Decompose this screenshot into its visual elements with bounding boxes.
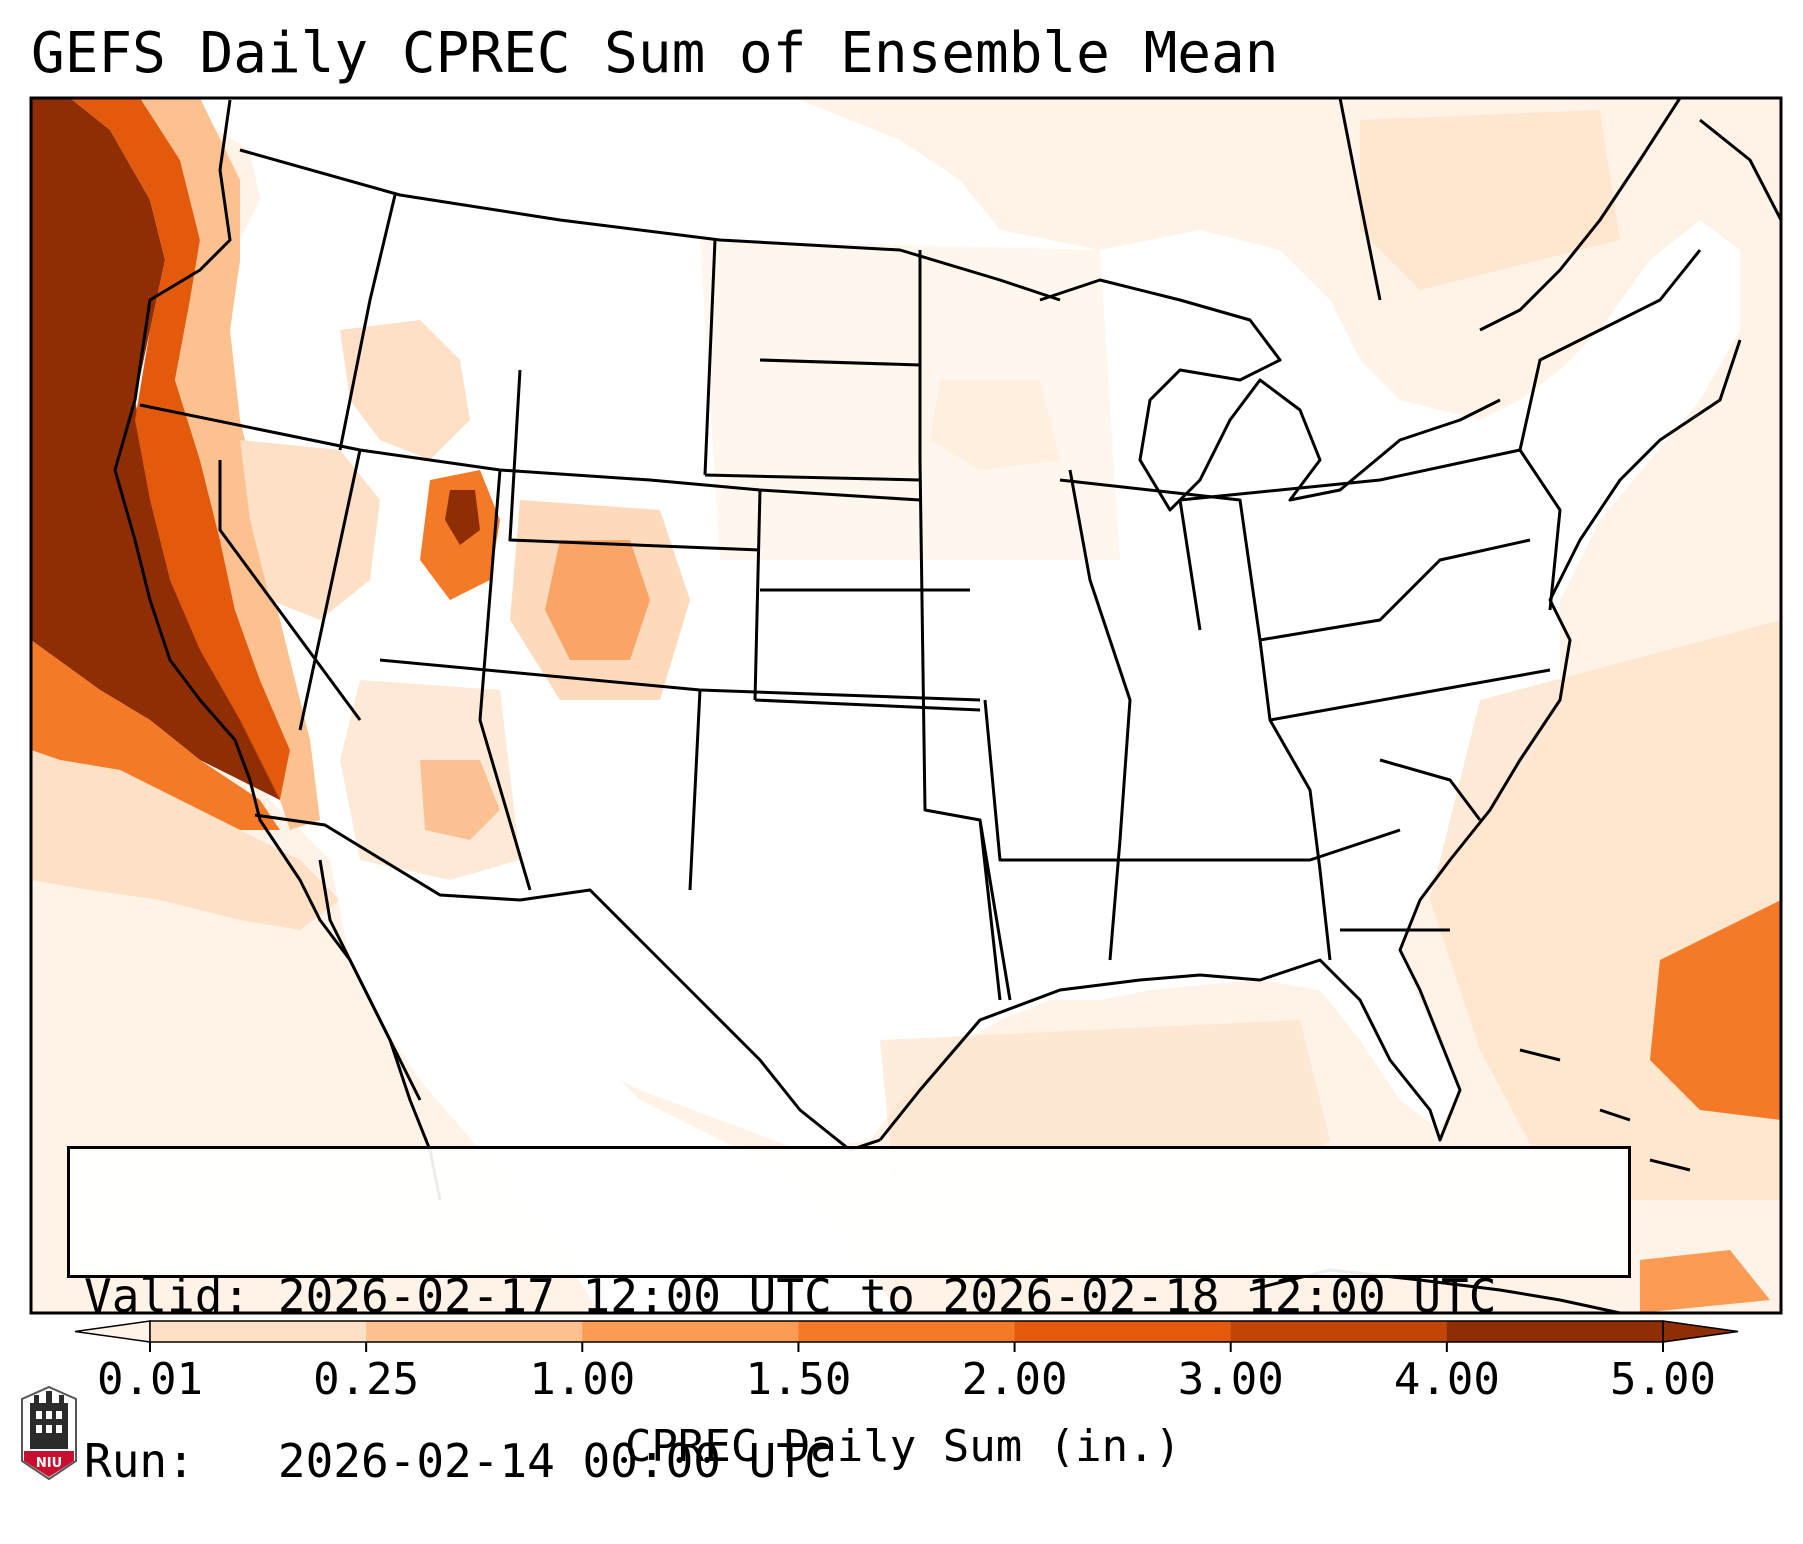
colorbar-tick-label: 0.25 [313, 1354, 420, 1405]
precip-ocean-band [31, 750, 340, 930]
precip-utah-core [445, 490, 480, 545]
colorbar-tick-label: 3.00 [1177, 1354, 1284, 1405]
valid-label: Valid: [84, 1269, 251, 1323]
colorbar-tick-label: 5.00 [1610, 1354, 1716, 1405]
precip-west-coast-lower [31, 640, 280, 830]
gulf-coast [878, 339, 1742, 1142]
border-canada [239, 148, 1061, 302]
precip-west-coast-light [140, 98, 320, 830]
run-line: Run: 2026-02-14 00:00 UTC [84, 1434, 1614, 1489]
state-lines-east [1160, 249, 1702, 932]
colorbar-tick-label: 0.01 [97, 1354, 203, 1405]
canada-east-coast [1338, 98, 1781, 332]
run-text: 2026-02-14 00:00 UTC [277, 1434, 832, 1488]
precip-colorado-light [510, 500, 690, 700]
colorbar-tick-label: 1.50 [745, 1354, 852, 1405]
precip-west-coast-dark [31, 98, 280, 800]
precip-map [29, 96, 1783, 1315]
precip-plains-light [700, 240, 1120, 560]
colorbar-tick-label: 2.00 [961, 1354, 1068, 1405]
border-mexico [254, 813, 881, 1152]
niu-tower-icon: NIU [21, 1385, 77, 1481]
colorbar-tick-label: 4.00 [1393, 1354, 1500, 1405]
map-frame [29, 96, 1783, 1315]
pacific-coast [113, 99, 422, 1101]
precip-atlantic-core [1650, 900, 1781, 1120]
valid-text: 2026-02-17 12:00 UTC to 2026-02-18 12:00… [277, 1269, 1497, 1323]
colorbar-label: CPREC Daily Sum (in.) [624, 1421, 1182, 1472]
conus-land [115, 100, 1740, 1150]
great-lakes [1039, 278, 1501, 512]
bahamas [1519, 1048, 1691, 1172]
valid-line: Valid: 2026-02-17 12:00 UTC to 2026-02-1… [84, 1269, 1614, 1324]
logo-text: NIU [36, 1456, 62, 1471]
page-title: GEFS Daily CPREC Sum of Ensemble Mean [31, 21, 1279, 86]
precip-arizona-light [340, 680, 520, 880]
state-lines-central [704, 250, 1551, 1001]
precip-west-coast-mid [70, 98, 290, 800]
run-label: Run: [84, 1434, 195, 1488]
precip-nevada [240, 440, 380, 620]
precip-idaho [340, 320, 470, 460]
precip-caribbean [1640, 1250, 1770, 1313]
precip-canada-east [1360, 110, 1620, 290]
state-lines-west [139, 194, 981, 891]
colorbar-tick-label: 1.00 [529, 1354, 636, 1405]
info-box: Valid: 2026-02-17 12:00 UTC to 2026-02-1… [67, 1146, 1631, 1488]
